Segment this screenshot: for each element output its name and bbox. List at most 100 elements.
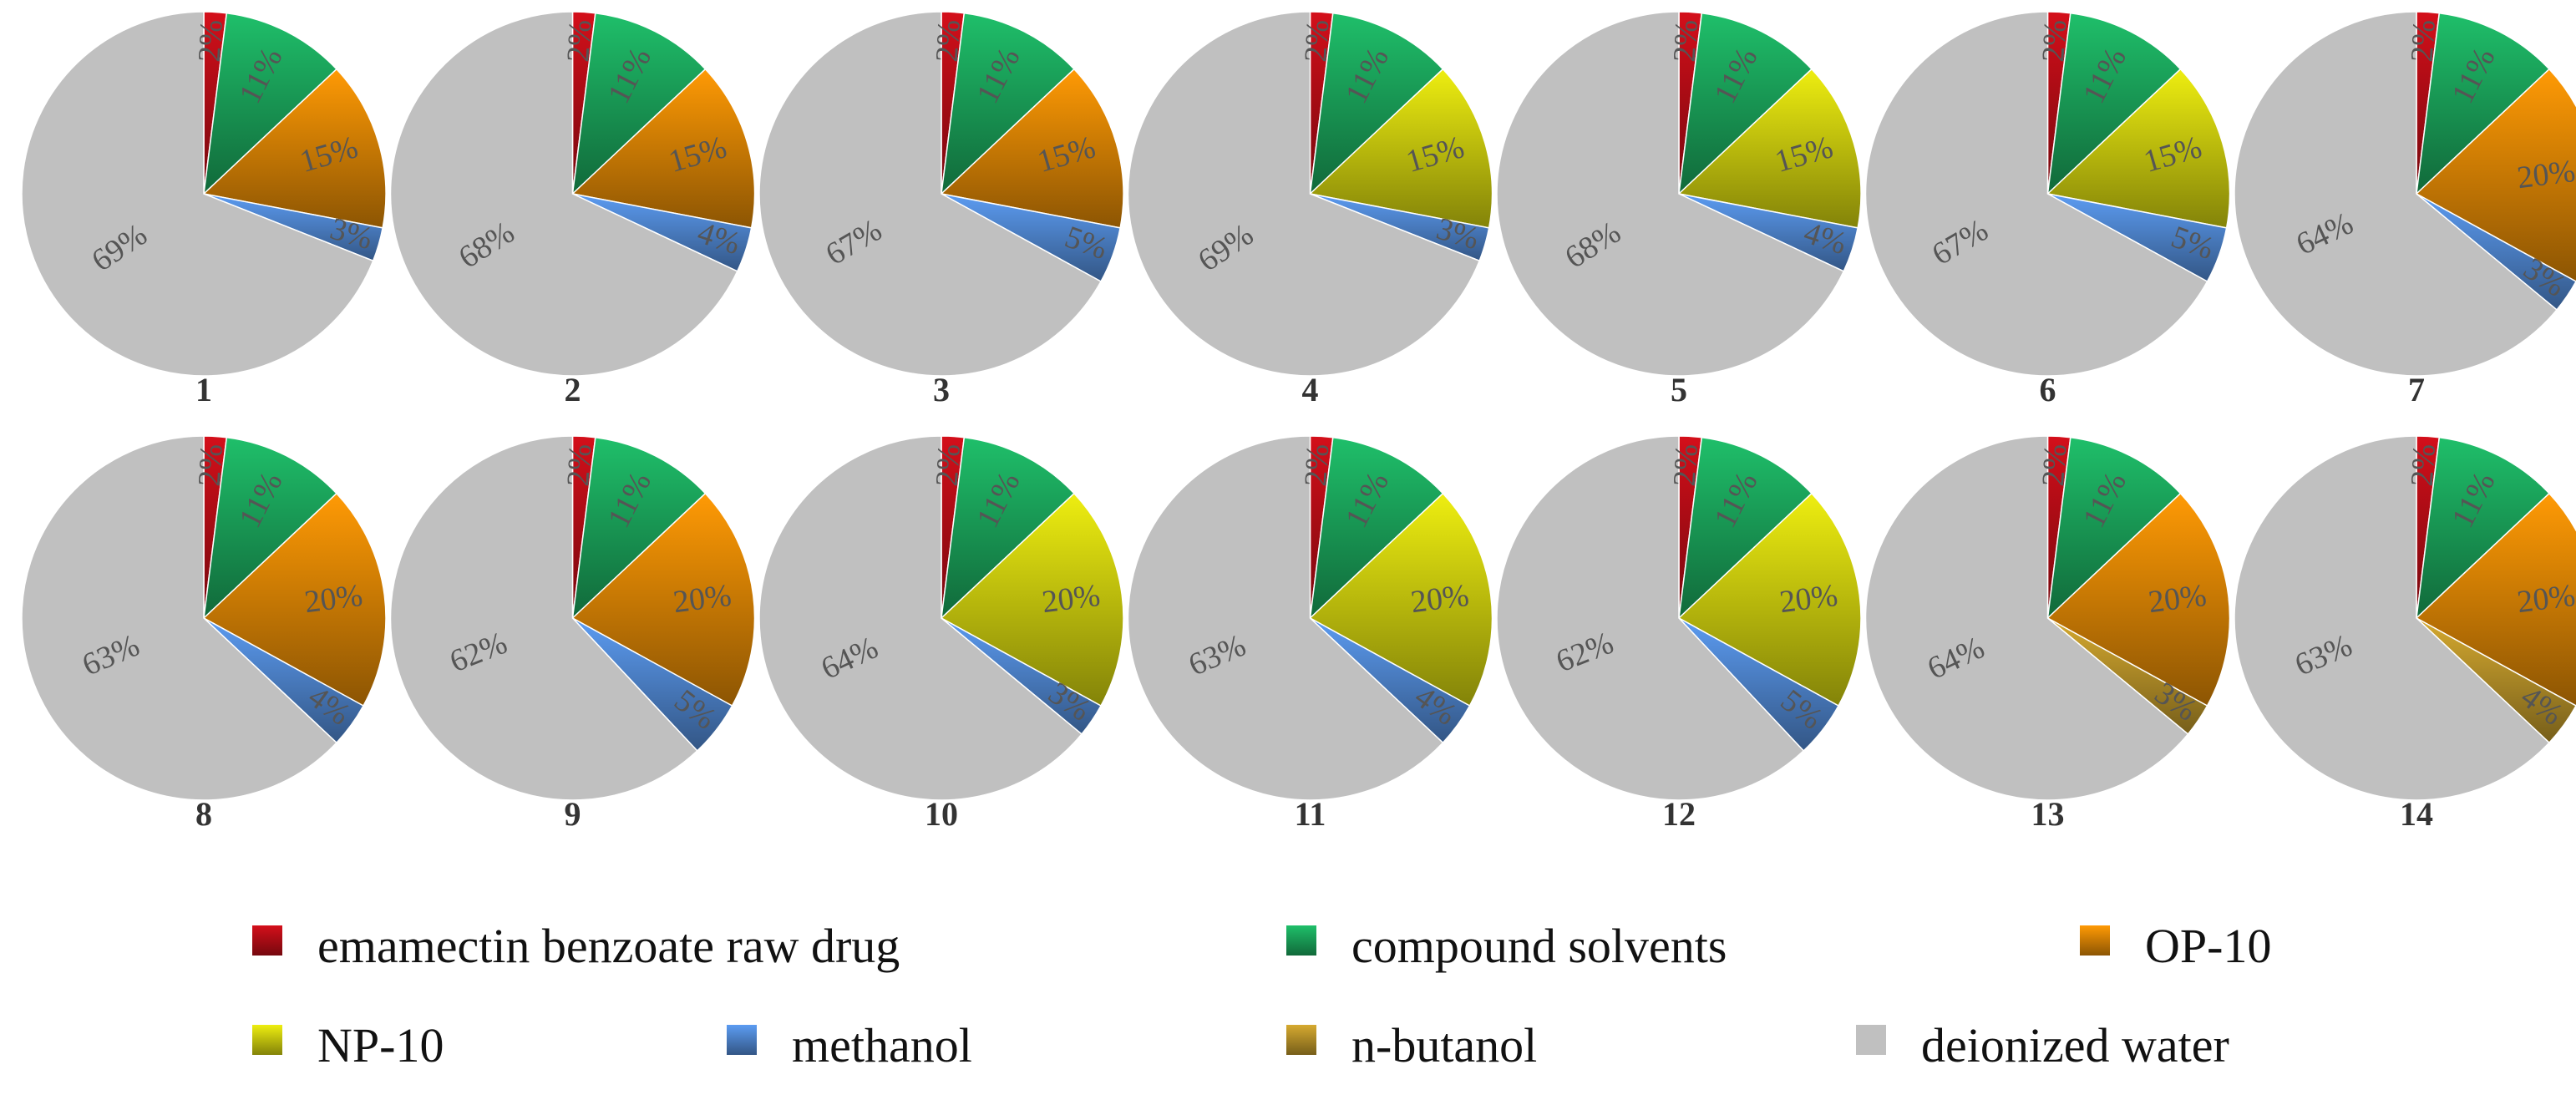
slice-label-drug: 2% (1667, 443, 1705, 487)
pies-grid: 2%11%15%3%69%12%11%15%4%68%22%11%15%5%67… (21, 11, 2576, 833)
slice-water (2234, 435, 2550, 801)
slice-solvents (1677, 436, 1813, 620)
slice-label-drug: 2% (192, 18, 230, 63)
slice-np10 (1677, 492, 1862, 707)
slice-solvents (1677, 12, 1813, 195)
pie-10: 2%11%20%3%64%10 (758, 435, 1124, 833)
slice-label-op10: 20% (672, 578, 733, 620)
slice-water (1496, 11, 1845, 377)
pie-number: 5 (1671, 371, 1687, 408)
slice-np10 (2046, 68, 2231, 229)
legend-swatch (1856, 1025, 1886, 1055)
legend-item-drug: emamectin benzoate raw drug (252, 919, 900, 973)
slice-op10 (2046, 492, 2231, 707)
slice-solvents (940, 436, 1075, 620)
slice-label-op10: 20% (302, 578, 364, 620)
legend-label: n-butanol (1351, 1018, 1537, 1072)
legend-swatch (252, 925, 282, 956)
pie-number: 7 (2408, 371, 2425, 408)
legend-item-np10: NP-10 (252, 1018, 444, 1072)
slice-label-op10: 20% (2147, 578, 2208, 620)
pie-number: 1 (195, 371, 212, 408)
pie-3: 2%11%15%5%67%3 (758, 11, 1124, 408)
slice-label-drug: 2% (1298, 443, 1336, 487)
pie-12: 2%11%20%5%62%12 (1496, 435, 1862, 833)
pie-number: 4 (1302, 371, 1319, 408)
slice-op10 (2415, 68, 2576, 282)
slice-water (1864, 435, 2189, 801)
pie-number: 13 (2031, 795, 2065, 833)
slice-label-op10: 20% (2515, 578, 2576, 620)
slice-label-np10: 20% (1040, 578, 1102, 620)
pie-2: 2%11%15%4%68%2 (389, 11, 756, 408)
slice-label-drug: 2% (930, 443, 967, 487)
slice-np10 (1677, 68, 1862, 229)
legend-item-op10: OP-10 (2080, 919, 2271, 973)
legend-item-water: deionized water (1856, 1018, 2229, 1072)
legend-swatch (1286, 925, 1316, 956)
pie-4: 2%11%15%3%69%4 (1127, 11, 1493, 408)
slice-water (758, 435, 1083, 801)
pie-number: 14 (2400, 795, 2433, 833)
legend-label: deionized water (1921, 1018, 2229, 1072)
slice-water (758, 11, 1103, 377)
pie-14: 2%11%20%4%63%14 (2234, 435, 2576, 833)
slice-solvents (2046, 12, 2182, 195)
legend-label: NP-10 (317, 1018, 444, 1072)
slice-op10 (202, 492, 387, 707)
slice-label-drug: 2% (560, 443, 598, 487)
slice-op10 (570, 68, 756, 229)
legend-swatch (252, 1025, 282, 1055)
slice-solvents (571, 436, 707, 620)
legend-swatch (2080, 925, 2110, 956)
pie-7: 2%11%20%3%64%7 (2234, 11, 2576, 408)
legend-label: OP-10 (2145, 919, 2271, 973)
slice-solvents (2046, 436, 2182, 620)
slice-label-drug: 2% (930, 18, 967, 63)
slice-label-drug: 2% (560, 18, 598, 63)
pie-number: 6 (2040, 371, 2056, 408)
slice-label-drug: 2% (2036, 18, 2073, 63)
slice-solvents (571, 12, 707, 195)
legend-item-butanol: n-butanol (1286, 1018, 1537, 1072)
slice-water (1127, 11, 1481, 377)
slice-label-drug: 2% (2405, 443, 2442, 487)
pie-8: 2%11%20%4%63%8 (21, 435, 387, 833)
pie-number: 2 (565, 371, 581, 408)
legend-swatch (1286, 1025, 1316, 1055)
pie-11: 2%11%20%4%63%11 (1127, 435, 1493, 833)
slice-water (1864, 11, 2208, 377)
legend-item-methanol: methanol (727, 1018, 972, 1072)
slice-solvents (1309, 12, 1444, 195)
pie-9: 2%11%20%5%62%9 (389, 435, 756, 833)
legend-label: emamectin benzoate raw drug (317, 919, 900, 973)
slice-label-drug: 2% (192, 443, 230, 487)
slice-label-drug: 2% (2405, 18, 2442, 63)
slice-water (21, 435, 337, 801)
slice-label-np10: 20% (1777, 578, 1839, 620)
slice-solvents (202, 436, 337, 620)
slice-label-drug: 2% (2036, 443, 2073, 487)
slice-solvents (2415, 436, 2550, 620)
slice-np10 (940, 492, 1124, 707)
slice-op10 (940, 68, 1124, 229)
pie-number: 11 (1295, 795, 1326, 833)
slice-op10 (571, 492, 756, 707)
slice-solvents (1309, 436, 1444, 620)
pie-number: 8 (195, 795, 212, 833)
legend-label: methanol (792, 1018, 972, 1072)
legend-label: compound solvents (1351, 919, 1727, 973)
slice-solvents (202, 12, 337, 195)
slice-water (2234, 11, 2558, 377)
slice-water (389, 435, 698, 801)
slice-water (21, 11, 374, 377)
slice-label-drug: 2% (1667, 18, 1705, 63)
slice-op10 (2415, 492, 2576, 707)
slice-label-op10: 20% (2515, 154, 2576, 195)
slice-solvents (940, 12, 1075, 195)
pie-number: 3 (933, 371, 950, 408)
legend-swatch (727, 1025, 757, 1055)
slice-op10 (202, 68, 387, 229)
slice-np10 (1308, 68, 1493, 229)
